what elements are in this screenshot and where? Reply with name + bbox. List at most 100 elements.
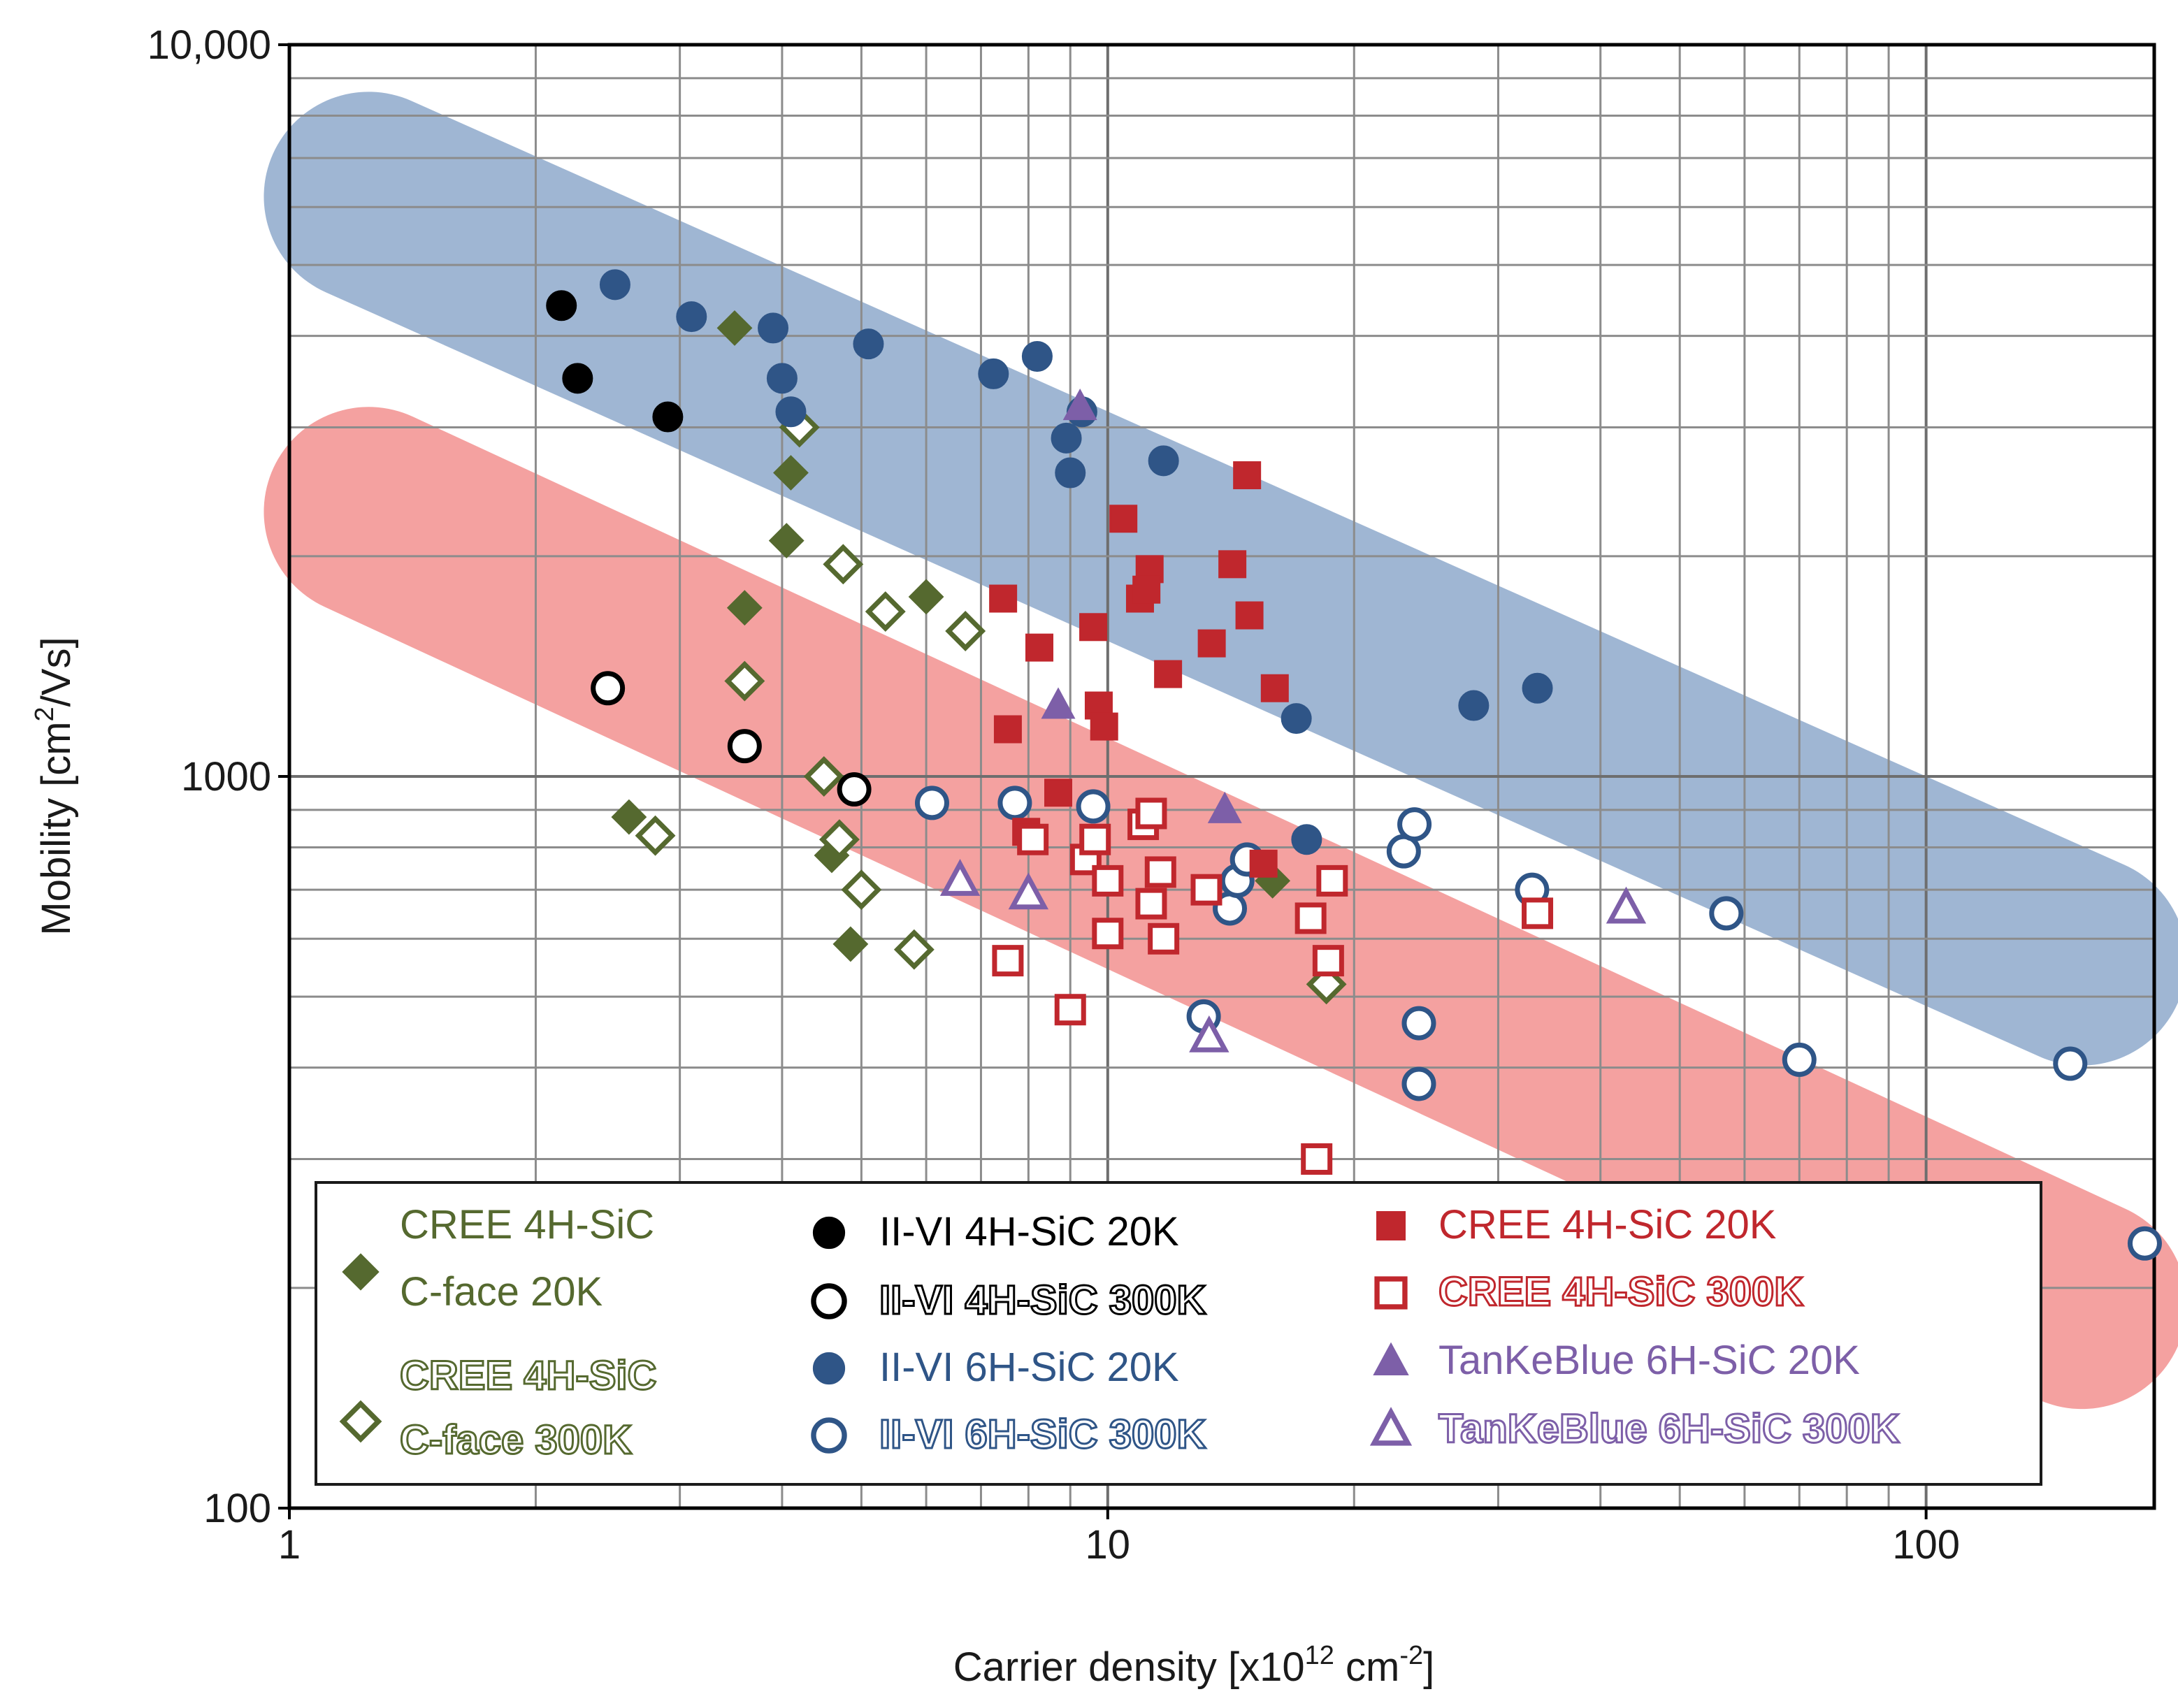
legend-label: C-face 300K xyxy=(400,1417,632,1463)
data-point xyxy=(1207,791,1242,823)
data-point xyxy=(1301,1143,1333,1175)
x-axis-label-mid: cm xyxy=(1334,1644,1399,1690)
data-point xyxy=(1401,1066,1436,1101)
y-tick-label: 10,000 xyxy=(147,22,271,68)
legend-entry-3: II-VI 4H-SiC 300K xyxy=(811,1277,1207,1324)
data-point xyxy=(1079,823,1111,855)
data-point xyxy=(1154,660,1183,688)
data-point xyxy=(939,859,981,896)
data-point xyxy=(1148,445,1179,477)
data-point xyxy=(591,671,626,706)
data-point xyxy=(773,455,809,491)
data-point xyxy=(1397,807,1432,842)
legend-box xyxy=(315,1181,2042,1486)
legend-marker xyxy=(339,1400,382,1443)
legend-label: CREE 4H-SiC xyxy=(400,1202,654,1247)
data-point xyxy=(1281,703,1312,734)
data-point xyxy=(837,772,872,807)
data-point xyxy=(716,310,753,346)
data-point xyxy=(562,363,593,394)
data-point xyxy=(611,799,647,835)
data-point xyxy=(1021,340,1053,372)
data-point xyxy=(818,819,860,860)
data-point xyxy=(1062,389,1097,421)
x-tick-label: 1 xyxy=(278,1522,301,1568)
data-point xyxy=(724,660,765,702)
data-point xyxy=(1079,613,1108,642)
x-axis-label-end: ] xyxy=(1423,1644,1434,1690)
data-point xyxy=(1260,674,1289,702)
data-point xyxy=(1135,797,1167,830)
x-axis-label: Carrier density [x1012 cm-2] xyxy=(953,1641,1435,1690)
data-point xyxy=(978,358,1009,389)
data-point xyxy=(726,590,763,626)
y-tick-label: 100 xyxy=(203,1486,271,1531)
data-point xyxy=(1041,687,1076,719)
data-point xyxy=(2053,1046,2088,1081)
data-point xyxy=(1144,856,1176,888)
data-point xyxy=(803,756,844,797)
data-point xyxy=(841,869,882,911)
data-point xyxy=(727,729,762,764)
legend-marker xyxy=(1376,1211,1406,1241)
y-tick-label: 1000 xyxy=(181,754,271,799)
y-tick-labels: 100 1000 10,000 xyxy=(147,22,289,1531)
data-point xyxy=(997,786,1032,820)
legend-label: CREE 4H-SiC 20K xyxy=(1438,1202,1777,1247)
data-point xyxy=(775,396,807,428)
data-point xyxy=(893,929,935,970)
data-point xyxy=(1092,918,1124,950)
data-point xyxy=(1148,922,1180,955)
legend-label: CREE 4H-SiC 300K xyxy=(1438,1269,1803,1315)
data-point xyxy=(908,579,944,615)
data-point xyxy=(1132,575,1161,604)
data-point xyxy=(1008,872,1049,910)
data-point xyxy=(1522,897,1554,929)
x-axis-label-main: Carrier density [x10 xyxy=(953,1644,1305,1690)
data-point xyxy=(853,328,884,360)
legend-label: II-VI 4H-SiC 20K xyxy=(879,1209,1179,1254)
legend-entries: CREE 4H-SiC C-face 20K CREE 4H-SiC C-face 3… xyxy=(339,1202,1901,1464)
data-point xyxy=(1401,1006,1436,1041)
data-point xyxy=(1294,902,1327,934)
legend-label: TanKeBlue 6H-SiC 300K xyxy=(1438,1406,1900,1452)
series-1 xyxy=(635,407,1347,1005)
data-point xyxy=(2127,1226,2162,1261)
data-point xyxy=(768,523,805,559)
data-point xyxy=(1076,789,1111,824)
series-0 xyxy=(611,310,1291,962)
series-5 xyxy=(914,786,2162,1261)
y-axis-label-exponent: 2 xyxy=(30,707,59,721)
data-point xyxy=(1316,864,1348,897)
data-point xyxy=(1051,422,1082,454)
legend-label: II-VI 6H-SiC 300K xyxy=(879,1412,1206,1457)
data-point xyxy=(1235,601,1264,630)
data-point xyxy=(1291,824,1322,855)
data-point xyxy=(635,815,676,856)
legend-entry-2: II-VI 4H-SiC 20K xyxy=(812,1209,1179,1254)
legend-marker xyxy=(812,1352,846,1385)
data-point xyxy=(1606,886,1647,924)
x-axis-label-exponent-2: -2 xyxy=(1399,1641,1423,1670)
data-point xyxy=(758,312,789,344)
data-point xyxy=(676,301,707,333)
legend-entry-1: CREE 4H-SiC C-face 300K xyxy=(339,1352,658,1464)
legend-entry-7: CREE 4H-SiC 300K xyxy=(1374,1268,1805,1316)
legend-marker xyxy=(811,1417,847,1454)
data-point xyxy=(1090,712,1118,741)
legend-marker xyxy=(342,1253,380,1291)
data-point xyxy=(1190,874,1223,906)
data-points xyxy=(546,269,2162,1261)
series-7 xyxy=(992,797,1554,1175)
x-tick-labels: 1 10 100 xyxy=(278,1508,1960,1568)
series-3 xyxy=(591,671,872,807)
data-point xyxy=(1458,690,1490,721)
series-9 xyxy=(939,859,1647,1052)
data-point xyxy=(1249,849,1278,878)
legend-label: II-VI 6H-SiC 20K xyxy=(879,1345,1179,1390)
legend-label: II-VI 4H-SiC 300K xyxy=(879,1278,1206,1323)
data-point xyxy=(1312,945,1344,977)
legend-marker xyxy=(812,1216,846,1250)
data-point xyxy=(1054,994,1086,1026)
